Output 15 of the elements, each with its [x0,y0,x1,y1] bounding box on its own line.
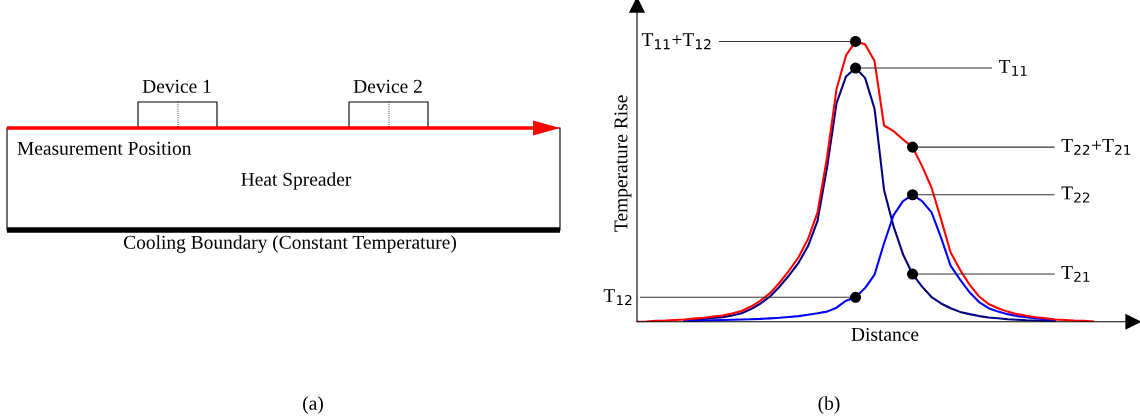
text: (a) [303,396,323,414]
annotation: T$_{11}$+T$_{12}$ [641,33,711,50]
text: Device 1 [142,79,211,93]
annotation: T$_{11}$ [998,59,1027,76]
y-axis-title: Temperature Rise [614,95,632,232]
text: Measurement Position [17,141,192,155]
text: T$_{12}$ [603,289,632,306]
annotation: T$_{22}$ [1061,186,1090,203]
annotation: T$_{21}$ [1061,265,1090,282]
x-axis-title: Distance [851,327,919,341]
annotation: T$_{22}$+T$_{21}$ [1061,138,1131,155]
text: Cooling Boundary (Constant Temperature) [123,235,456,253]
text: (b) [818,396,840,414]
text: Heat Spreader [241,172,352,190]
text: Device 2 [353,79,422,93]
